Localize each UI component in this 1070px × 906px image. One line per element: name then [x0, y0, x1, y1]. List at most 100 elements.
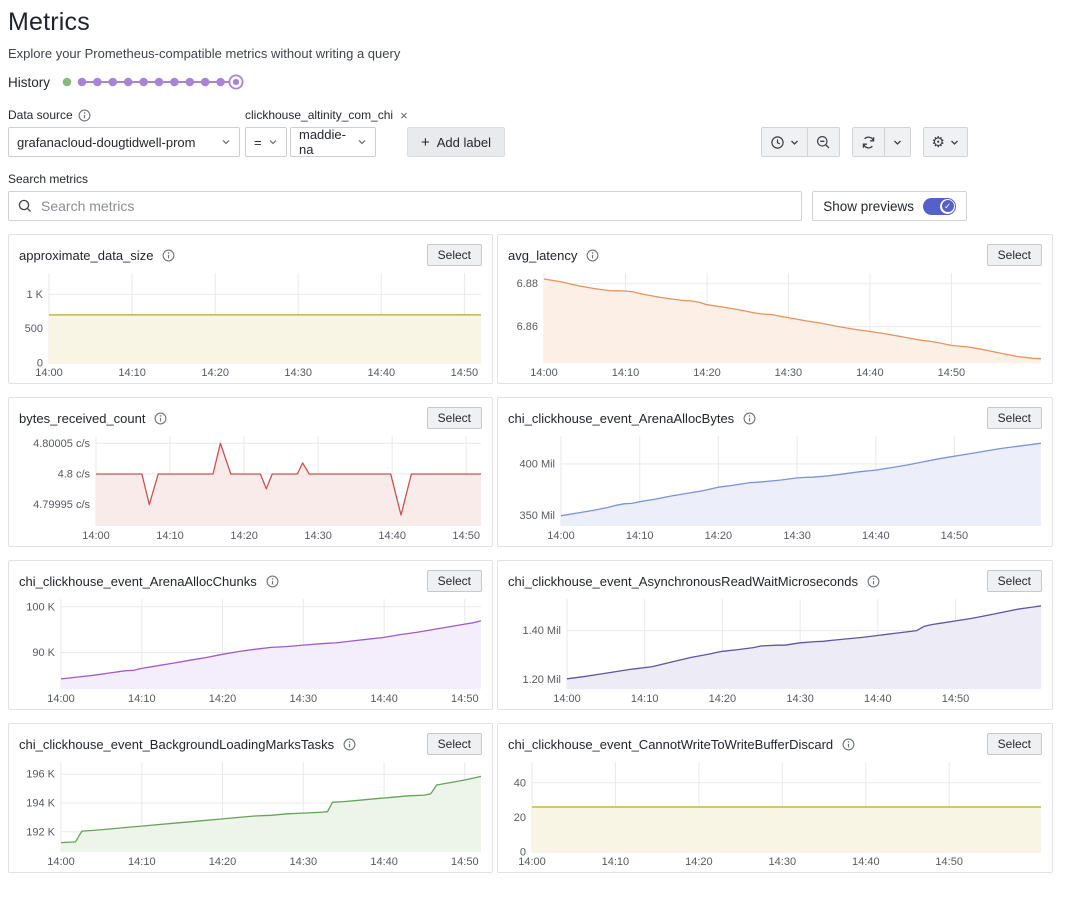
svg-text:14:10: 14:10	[156, 530, 184, 542]
history-dot[interactable]	[108, 77, 118, 87]
select-button[interactable]: Select	[426, 244, 482, 266]
svg-text:14:30: 14:30	[786, 693, 814, 705]
info-icon[interactable]	[162, 249, 175, 262]
svg-text:14:20: 14:20	[209, 693, 237, 705]
settings-button[interactable]: ⚙	[923, 128, 967, 156]
svg-text:14:40: 14:40	[852, 856, 880, 868]
info-icon[interactable]	[842, 738, 855, 751]
add-label-text: Add label	[436, 134, 491, 150]
svg-text:14:20: 14:20	[705, 530, 733, 542]
history-dot[interactable]	[185, 77, 195, 87]
filters-row: Data source clickhouse_altinity_com_chi …	[8, 108, 968, 157]
svg-text:14:40: 14:40	[370, 693, 398, 705]
gear-icon: ⚙	[931, 133, 945, 151]
label-chip-name: clickhouse_altinity_com_chi	[245, 108, 394, 122]
metric-chart[interactable]: 14:00 14:10 14:20 14:30 14:40 14:50 192 K 194 K…	[19, 757, 484, 869]
svg-text:14:50: 14:50	[451, 856, 479, 868]
chevron-down-icon	[222, 140, 230, 145]
datasource-select[interactable]: grafanacloud-dougtidwell-prom	[8, 127, 240, 157]
svg-text:14:50: 14:50	[452, 530, 480, 542]
history-dot[interactable]	[139, 77, 148, 87]
svg-text:14:40: 14:40	[368, 367, 396, 379]
history-dot[interactable]	[170, 77, 179, 87]
datasource-label: Data source	[8, 108, 245, 122]
svg-text:14:30: 14:30	[783, 530, 811, 542]
metric-panel: chi_clickhouse_event_AsynchronousReadWai…	[497, 560, 1053, 710]
panel-header: approximate_data_size Select	[19, 243, 482, 267]
history-dot[interactable]	[77, 77, 87, 87]
time-range-picker-button[interactable]	[761, 128, 807, 156]
svg-text:196 K: 196 K	[26, 769, 55, 781]
svg-text:14:10: 14:10	[612, 367, 640, 379]
label-chip-header: clickhouse_altinity_com_chi ×	[245, 108, 408, 122]
label-value-text: maddie-na	[299, 127, 346, 157]
select-button[interactable]: Select	[986, 733, 1042, 755]
settings-group: ⚙	[922, 127, 968, 157]
label-value-select[interactable]: maddie-na	[290, 127, 376, 157]
chevron-down-icon	[951, 140, 958, 145]
info-icon[interactable]	[266, 575, 279, 588]
panel-header: chi_clickhouse_event_AsynchronousReadWai…	[508, 569, 1042, 593]
panel-header: bytes_received_count Select	[19, 406, 482, 430]
svg-text:500: 500	[25, 323, 43, 335]
select-button[interactable]: Select	[986, 244, 1042, 266]
history-dot[interactable]	[216, 77, 225, 87]
info-icon[interactable]	[343, 738, 356, 751]
svg-text:14:40: 14:40	[862, 530, 890, 542]
metric-chart[interactable]: 14:00 14:10 14:20 14:30 14:40 14:50 90 K 100 K	[19, 594, 484, 706]
search-label: Search metrics	[8, 172, 89, 186]
info-icon[interactable]	[154, 412, 167, 425]
history-dot[interactable]	[123, 77, 133, 87]
history-dot[interactable]	[154, 77, 164, 87]
metric-chart[interactable]: 14:00 14:10 14:20 14:30 14:40 14:50 0 500 1 K	[19, 268, 484, 380]
remove-label-icon[interactable]: ×	[400, 107, 408, 123]
chevron-down-icon	[893, 140, 901, 145]
metric-title: bytes_received_count	[19, 410, 146, 426]
svg-text:14:00: 14:00	[553, 693, 581, 705]
history-dot-current-core	[232, 78, 240, 86]
info-icon[interactable]	[586, 249, 599, 262]
metric-title: chi_clickhouse_event_BackgroundLoadingMa…	[19, 736, 335, 752]
datasource-select-value: grafanacloud-dougtidwell-prom	[17, 134, 196, 150]
add-label-button[interactable]: + Add label	[407, 127, 505, 157]
svg-text:1.20 Mil: 1.20 Mil	[522, 674, 561, 686]
info-icon[interactable]	[743, 412, 756, 425]
info-icon[interactable]	[78, 109, 91, 122]
history-dot[interactable]	[200, 77, 210, 87]
metric-panel: chi_clickhouse_event_CannotWriteToWriteB…	[497, 723, 1053, 873]
history-timeline[interactable]	[60, 73, 252, 91]
select-button[interactable]: Select	[986, 407, 1042, 429]
select-button[interactable]: Select	[426, 733, 482, 755]
svg-text:40: 40	[514, 777, 526, 789]
info-icon[interactable]	[867, 575, 880, 588]
history-dot[interactable]	[93, 77, 102, 87]
panel-header: chi_clickhouse_event_ArenaAllocBytes Sele…	[508, 406, 1042, 430]
svg-text:14:40: 14:40	[378, 530, 406, 542]
history-dot-start[interactable]	[62, 77, 72, 87]
metric-chart[interactable]: 14:00 14:10 14:20 14:30 14:40 14:50 6.86 6.88	[508, 268, 1044, 380]
select-button[interactable]: Select	[426, 570, 482, 592]
show-previews-toggle[interactable]: ✓	[923, 197, 956, 215]
svg-text:14:40: 14:40	[370, 856, 398, 868]
search-input[interactable]	[39, 197, 793, 215]
label-operator-select[interactable]: =	[245, 127, 287, 157]
select-button[interactable]: Select	[986, 570, 1042, 592]
svg-text:14:30: 14:30	[290, 693, 318, 705]
search-row: Show previews ✓	[8, 191, 967, 221]
svg-text:6.86: 6.86	[517, 321, 538, 333]
metric-chart[interactable]: 14:00 14:10 14:20 14:30 14:40 14:50 0 20 40	[508, 757, 1044, 869]
zoom-out-button[interactable]	[806, 128, 839, 156]
refresh-button[interactable]	[852, 128, 884, 156]
svg-text:14:30: 14:30	[290, 856, 318, 868]
metric-chart[interactable]: 14:00 14:10 14:20 14:30 14:40 14:50 4.79995 c/…	[19, 431, 484, 543]
search-box	[8, 191, 803, 221]
metric-panel: chi_clickhouse_event_BackgroundLoadingMa…	[8, 723, 493, 873]
chevron-down-icon	[358, 140, 366, 145]
history-label: History	[8, 74, 51, 90]
metric-chart[interactable]: 14:00 14:10 14:20 14:30 14:40 14:50 350 Mil 400…	[508, 431, 1044, 543]
svg-text:14:30: 14:30	[769, 856, 797, 868]
select-button[interactable]: Select	[426, 407, 482, 429]
metric-chart[interactable]: 14:00 14:10 14:20 14:30 14:40 14:50 1.20 Mil 1.…	[508, 594, 1044, 706]
svg-text:90 K: 90 K	[32, 647, 55, 659]
refresh-interval-dropdown[interactable]	[883, 128, 910, 156]
